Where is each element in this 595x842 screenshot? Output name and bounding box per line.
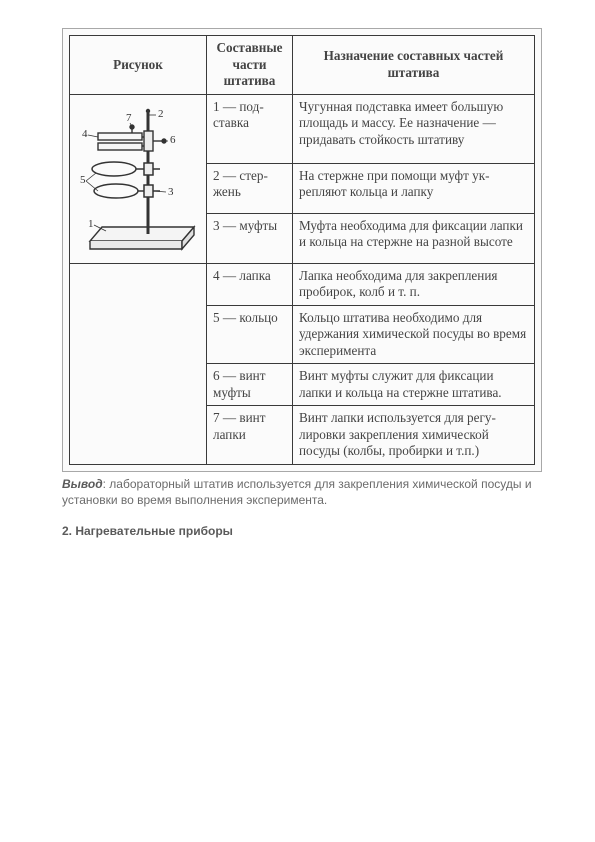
part-cell: 3 — муфты [207,213,293,263]
table-container: Рисунок Составные части штатива Назначен… [62,28,542,472]
diagram-label-5: 5 [80,174,86,186]
part-cell: 4 — лапка [207,263,293,305]
table-row: 4 7 2 6 3 [70,94,535,163]
diagram-label-2: 2 [158,108,164,120]
conclusion-paragraph: Вывод: лабораторный штатив используется … [62,476,542,508]
desc-cell: Винт муфты служит для фиксации лапки и к… [293,364,535,406]
diagram-label-1: 1 [88,218,94,230]
stand-diagram-icon: 4 7 2 6 3 [76,99,200,259]
conclusion-text: : лабораторный штатив используется для з… [62,477,532,507]
header-purpose: Назначение составных частей штатива [293,36,535,95]
parts-table: Рисунок Составные части штатива Назначен… [69,35,535,465]
diagram-cell-empty [70,263,207,464]
diagram-label-7: 7 [126,112,132,124]
diagram-label-3: 3 [168,186,174,198]
part-cell: 6 — винт муфты [207,364,293,406]
desc-cell: Муфта необходима для фиксации лапки и ко… [293,213,535,263]
desc-cell: Чугунная подставка имеет большую площадь… [293,94,535,163]
desc-cell: Лапка необходима для закрепления пробиро… [293,263,535,305]
table-header-row: Рисунок Составные части штатива Назначен… [70,36,535,95]
diagram-label-6: 6 [170,134,176,146]
diagram-label-4: 4 [82,128,88,140]
desc-cell: Винт лапки используется для регу­лировки… [293,406,535,465]
part-cell: 7 — винт лапки [207,406,293,465]
header-parts: Составные части штатива [207,36,293,95]
section-2-heading: 2. Нагревательные приборы [62,524,549,539]
conclusion-lead: Вывод [62,477,103,491]
header-image: Рисунок [70,36,207,95]
desc-cell: Кольцо штатива необходимо для удержания … [293,305,535,364]
part-cell: 1 — под­ставка [207,94,293,163]
part-cell: 2 — стер­жень [207,163,293,213]
diagram-cell: 4 7 2 6 3 [70,94,207,263]
desc-cell: На стержне при помощи муфт ук­репляют ко… [293,163,535,213]
part-cell: 5 — кольцо [207,305,293,364]
table-row: 4 — лапка Лапка необходима для закреплен… [70,263,535,305]
